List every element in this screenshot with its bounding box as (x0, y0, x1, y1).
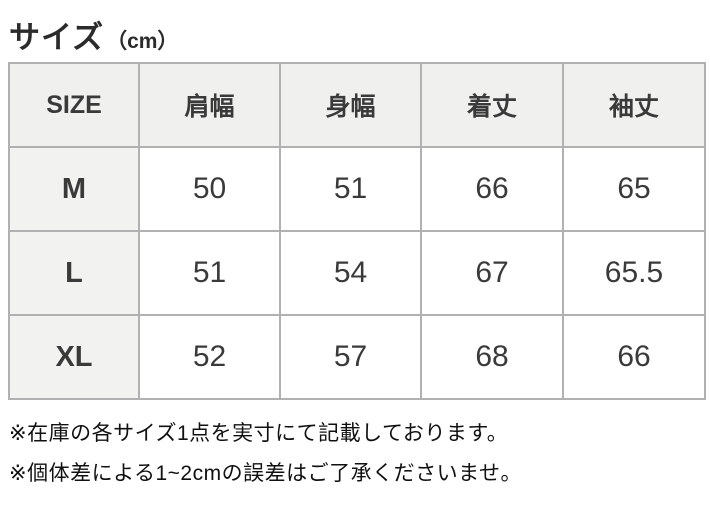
value-cell: 65.5 (562, 230, 706, 316)
value-cell: 67 (420, 230, 564, 316)
footnotes: ※在庫の各サイズ1点を実寸にて記載しております。 ※個体差による1~2cmの誤差… (9, 414, 522, 494)
page-title: サイズ （cm） (9, 12, 178, 57)
value-cell: 52 (138, 314, 281, 400)
table-header-row: SIZE 肩幅 身幅 着丈 袖丈 (8, 62, 706, 148)
note-line-tolerance: ※個体差による1~2cmの誤差はご了承くださいませ。 (9, 462, 522, 485)
page-title-text: サイズ (9, 20, 105, 55)
value-cell: 65 (562, 146, 706, 232)
value-cell: 68 (420, 314, 564, 400)
size-cell-l: L (8, 230, 140, 316)
header-cell-size: SIZE (8, 62, 140, 148)
note-line-measurement: ※在庫の各サイズ1点を実寸にて記載しております。 (9, 422, 509, 445)
size-cell-m: M (8, 146, 140, 232)
value-cell: 54 (279, 230, 422, 316)
header-cell-length: 着丈 (420, 62, 564, 148)
table-row: L 51 54 67 65.5 (8, 230, 706, 316)
header-cell-sleeve-length: 袖丈 (562, 62, 706, 148)
value-cell: 51 (279, 146, 422, 232)
value-cell: 66 (562, 314, 706, 400)
value-cell: 50 (138, 146, 281, 232)
size-cell-xl: XL (8, 314, 140, 400)
table-row: M 50 51 66 65 (8, 146, 706, 232)
table-row: XL 52 57 68 66 (8, 314, 706, 400)
value-cell: 51 (138, 230, 281, 316)
header-cell-shoulder-width: 肩幅 (138, 62, 281, 148)
value-cell: 57 (279, 314, 422, 400)
header-cell-body-width: 身幅 (279, 62, 422, 148)
size-table: SIZE 肩幅 身幅 着丈 袖丈 M 50 51 66 65 L 51 54 6… (8, 62, 706, 400)
page-title-unit: （cm） (106, 30, 179, 53)
value-cell: 66 (420, 146, 564, 232)
